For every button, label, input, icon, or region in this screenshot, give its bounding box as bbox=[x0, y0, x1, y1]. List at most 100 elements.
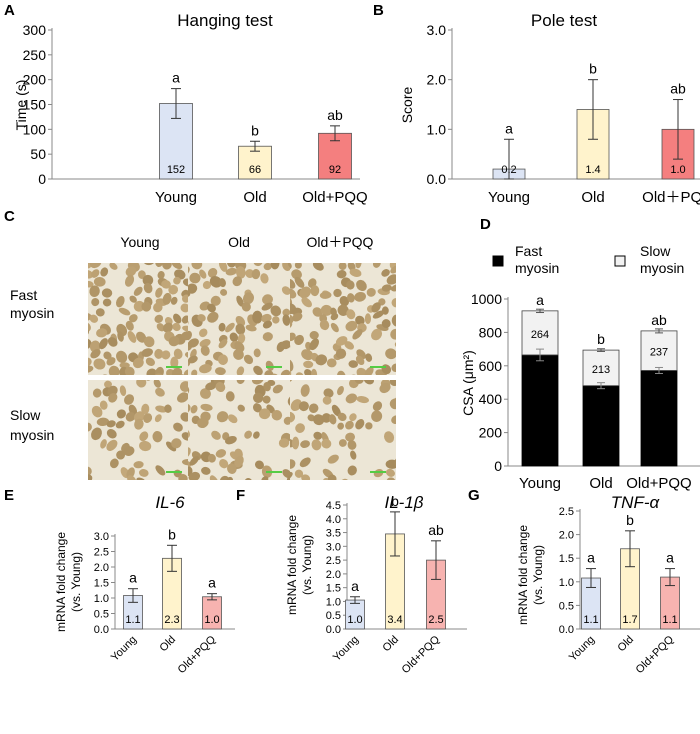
muscle-fiber bbox=[253, 392, 264, 404]
muscle-fiber bbox=[125, 411, 136, 422]
muscle-fiber bbox=[103, 351, 112, 360]
muscle-fiber bbox=[139, 431, 149, 442]
micrograph-tiles bbox=[88, 263, 396, 500]
muscle-fiber bbox=[124, 394, 135, 405]
muscle-fiber bbox=[164, 404, 172, 413]
muscle-fiber bbox=[321, 413, 332, 423]
muscle-fiber bbox=[308, 403, 319, 413]
y-axis-label: CSA (μm²) bbox=[460, 350, 476, 416]
muscle-fiber bbox=[229, 332, 239, 342]
muscle-fiber bbox=[234, 455, 244, 468]
y-tick-label: 0.0 bbox=[94, 624, 109, 636]
muscle-fiber bbox=[188, 338, 199, 348]
muscle-fiber bbox=[300, 384, 310, 397]
muscle-fiber bbox=[355, 419, 365, 430]
y-tick-label: 2.0 bbox=[326, 569, 341, 581]
y-axis-label-1: mRNA fold change bbox=[516, 525, 530, 625]
muscle-fiber bbox=[88, 280, 94, 288]
muscle-fiber bbox=[294, 469, 304, 478]
y-tick-label: 2.0 bbox=[427, 72, 447, 88]
muscle-fiber bbox=[272, 316, 280, 324]
muscle-fiber bbox=[372, 263, 381, 268]
muscle-fiber bbox=[354, 380, 364, 384]
y-tick-label: 2.0 bbox=[559, 530, 574, 542]
muscle-fiber bbox=[299, 457, 311, 468]
significance-letter: b bbox=[391, 493, 399, 509]
muscle-fiber bbox=[364, 366, 374, 375]
muscle-fiber bbox=[345, 420, 354, 430]
muscle-fiber bbox=[91, 298, 100, 307]
muscle-fiber bbox=[352, 329, 363, 340]
muscle-fiber bbox=[217, 354, 228, 366]
panel-letter-b: B bbox=[373, 2, 384, 19]
x-category-label: Old＋PQQ bbox=[642, 189, 700, 206]
muscle-fiber bbox=[125, 320, 134, 331]
muscle-fiber bbox=[356, 396, 369, 404]
fast-value-label: 572 bbox=[650, 452, 668, 464]
tile-fibers bbox=[188, 263, 292, 375]
muscle-fiber bbox=[381, 269, 390, 277]
muscle-fiber bbox=[199, 269, 207, 279]
muscle-fiber bbox=[263, 381, 271, 392]
muscle-fiber bbox=[337, 385, 344, 396]
muscle-fiber bbox=[253, 431, 260, 439]
muscle-fiber bbox=[199, 339, 211, 348]
muscle-fiber bbox=[200, 388, 211, 399]
muscle-fiber bbox=[227, 263, 237, 268]
muscle-fiber bbox=[133, 357, 144, 369]
muscle-fiber bbox=[104, 380, 112, 389]
muscle-fiber bbox=[366, 288, 376, 297]
muscle-fiber bbox=[88, 365, 94, 374]
muscle-fiber bbox=[100, 485, 114, 500]
muscle-fiber bbox=[154, 348, 164, 359]
muscle-fiber bbox=[309, 331, 319, 340]
muscle-fiber bbox=[91, 405, 103, 418]
micro-row-label-slow-1: Slow bbox=[10, 407, 41, 423]
muscle-fiber bbox=[133, 286, 143, 296]
muscle-fiber bbox=[170, 296, 178, 305]
muscle-fiber bbox=[265, 360, 274, 371]
muscle-fiber bbox=[345, 432, 356, 442]
x-category-label: Old+PQQ bbox=[400, 633, 443, 676]
legend-slow-label-1: Slow bbox=[640, 243, 671, 259]
muscle-fiber bbox=[124, 274, 135, 287]
muscle-fiber bbox=[153, 380, 161, 388]
muscle-fiber bbox=[299, 286, 311, 299]
chart-title-g: TNF-α bbox=[611, 493, 661, 512]
muscle-fiber bbox=[291, 269, 302, 280]
muscle-fiber bbox=[251, 268, 261, 280]
x-category-label: Old bbox=[381, 634, 402, 655]
y-tick-label: 50 bbox=[30, 146, 46, 162]
bar-value-label: 0.2 bbox=[501, 164, 516, 176]
significance-letter: b bbox=[251, 122, 259, 138]
muscle-fiber bbox=[311, 368, 318, 375]
x-category-label: Old+PQQ bbox=[626, 475, 691, 492]
muscle-fiber bbox=[356, 367, 368, 375]
muscle-fiber bbox=[91, 427, 102, 441]
muscle-fiber bbox=[153, 302, 163, 313]
muscle-fiber bbox=[356, 279, 367, 292]
muscle-fiber bbox=[200, 345, 210, 356]
y-axis-label: Score bbox=[399, 87, 415, 124]
muscle-fiber bbox=[391, 363, 396, 372]
muscle-fiber bbox=[235, 315, 246, 327]
muscle-fiber bbox=[258, 408, 271, 420]
y-tick-label: 2.5 bbox=[94, 547, 109, 559]
y-tick-label: 3.0 bbox=[427, 22, 447, 38]
muscle-fiber bbox=[241, 302, 251, 312]
bar-value-label: 3.4 bbox=[387, 614, 402, 626]
muscle-fiber bbox=[372, 310, 385, 319]
muscle-fiber bbox=[315, 354, 328, 366]
muscle-fiber bbox=[310, 285, 320, 297]
muscle-fiber bbox=[143, 282, 153, 294]
muscle-fiber bbox=[270, 305, 282, 317]
y-tick-label: 1.0 bbox=[326, 596, 341, 608]
muscle-fiber bbox=[313, 414, 325, 426]
muscle-fiber bbox=[136, 331, 147, 343]
muscle-fiber bbox=[106, 420, 116, 428]
muscle-fiber bbox=[365, 422, 373, 430]
muscle-fiber bbox=[100, 267, 109, 277]
muscle-fiber bbox=[183, 486, 193, 498]
muscle-fiber bbox=[108, 392, 118, 403]
muscle-fiber bbox=[218, 278, 226, 288]
